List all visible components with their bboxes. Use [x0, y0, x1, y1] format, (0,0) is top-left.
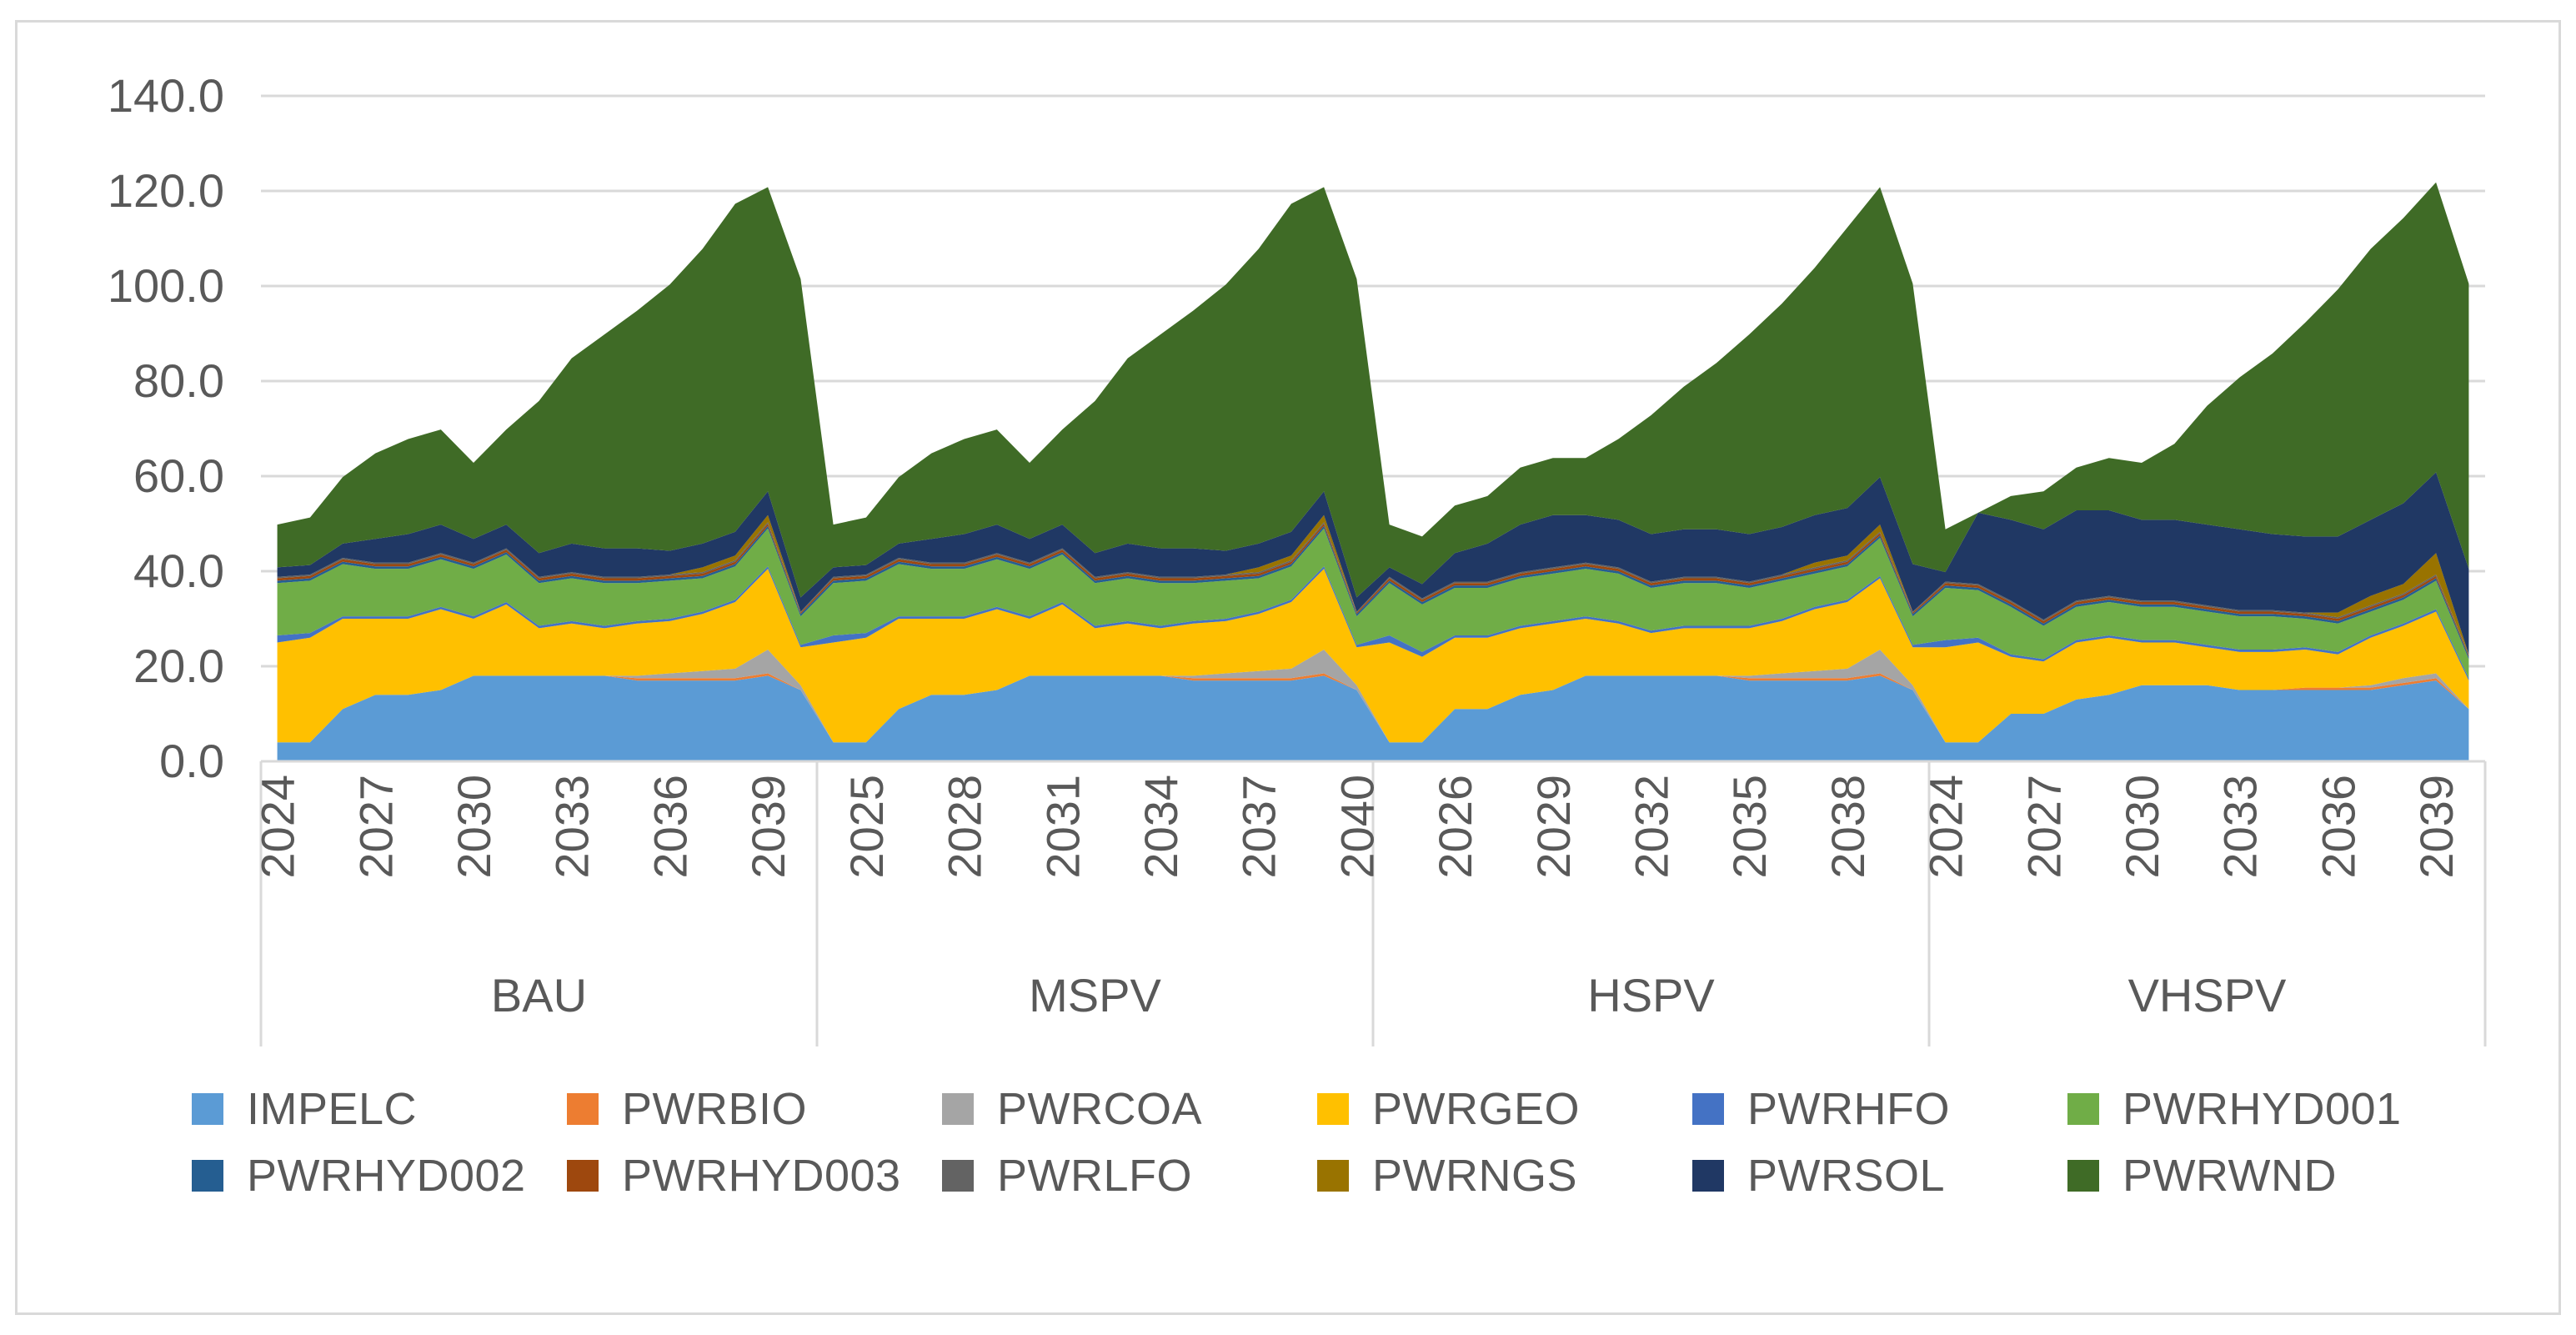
legend-swatch-pwrhyd003: [567, 1160, 599, 1192]
legend-item-pwrgeo: PWRGEO: [1317, 1083, 1692, 1135]
x-axis: BAU 2024 2027 2030 2033 2036 2039 MSPV 2025 2028 2…: [252, 760, 2487, 1046]
legend-label-pwrhyd003: PWRHYD003: [622, 1151, 901, 1201]
legend-item-pwrsol: PWRSOL: [1692, 1150, 2067, 1202]
x-tick-label: 2031: [1036, 775, 1089, 879]
x-tick-label: 2039: [2410, 775, 2463, 879]
x-tick-label: 2034: [1135, 775, 1187, 879]
x-tick-label: 2030: [448, 775, 500, 879]
legend-label-pwrngs: PWRNGS: [1372, 1151, 1577, 1201]
x-tick-label: 2040: [1331, 775, 1383, 879]
y-tick-label: 40.0: [133, 545, 224, 597]
legend-item-pwrlfo: PWRLFO: [942, 1150, 1317, 1202]
legend-swatch-pwrcoa: [942, 1093, 974, 1125]
legend-swatch-impelc: [192, 1093, 223, 1125]
legend-swatch-pwrgeo: [1317, 1093, 1349, 1125]
legend-label-pwrsol: PWRSOL: [1747, 1151, 1946, 1201]
chart-plot: 0.0 20.0 40.0 60.0 80.0 100.0 120.0 140.0 BAU 20…: [108, 69, 2487, 1046]
group-label-vhspv: VHSPV: [2128, 969, 2287, 1021]
x-tick-label: 2027: [349, 775, 402, 879]
x-tick-label: 2036: [644, 775, 696, 879]
group-label-bau: BAU: [491, 969, 587, 1021]
area-impelc: [277, 675, 2469, 761]
y-tick-label: 140.0: [108, 69, 224, 122]
area-pwrhyd001: [277, 528, 2469, 679]
legend-swatch-pwrlfo: [942, 1160, 974, 1192]
x-tick-label: 2033: [546, 775, 599, 879]
legend-row-2: PWRHYD002 PWRHYD003 PWRLFO PWRNGS PWRSOL…: [192, 1142, 2526, 1209]
legend-label-pwrhyd001: PWRHYD001: [2122, 1084, 2402, 1134]
x-tick-label: 2025: [840, 775, 893, 879]
x-tick-label: 2027: [2017, 775, 2070, 879]
x-tick-label: 2038: [1822, 775, 1874, 879]
chart-frame: 0.0 20.0 40.0 60.0 80.0 100.0 120.0 140.0 BAU 20…: [15, 20, 2561, 1315]
legend-item-pwrcoa: PWRCOA: [942, 1083, 1317, 1135]
x-tick-label: 2026: [1429, 775, 1481, 879]
legend-label-pwrcoa: PWRCOA: [997, 1084, 1202, 1134]
legend-swatch-pwrbio: [567, 1093, 599, 1125]
x-tick-label: 2033: [2214, 775, 2267, 879]
y-tick-label: 20.0: [133, 640, 224, 692]
legend-item-pwrhyd001: PWRHYD001: [2067, 1083, 2443, 1135]
x-tick-label: 2028: [939, 775, 991, 879]
legend-row-1: IMPELC PWRBIO PWRCOA PWRGEO PWRHFO PWRHY…: [192, 1076, 2526, 1142]
legend-item-pwrhfo: PWRHFO: [1692, 1083, 2067, 1135]
x-tick-label: 2030: [2116, 775, 2168, 879]
legend-item-pwrhyd002: PWRHYD002: [192, 1150, 567, 1202]
legend-item-pwrwnd: PWRWND: [2067, 1150, 2443, 1202]
x-tick-label: 2029: [1527, 775, 1580, 879]
x-tick-label: 2032: [1626, 775, 1678, 879]
legend-swatch-pwrhyd002: [192, 1160, 223, 1192]
legend-swatch-pwrhfo: [1692, 1093, 1724, 1125]
legend-item-pwrngs: PWRNGS: [1317, 1150, 1692, 1202]
legend-swatch-pwrhyd001: [2067, 1093, 2099, 1125]
legend-label-pwrlfo: PWRLFO: [997, 1151, 1193, 1201]
legend-item-pwrhyd003: PWRHYD003: [567, 1150, 942, 1202]
x-tick-label: 2024: [1920, 775, 1972, 879]
x-tick-label: 2035: [1723, 775, 1776, 879]
group-label-hspv: HSPV: [1587, 969, 1715, 1021]
area-pwrwnd: [277, 182, 2469, 598]
legend-item-pwrbio: PWRBIO: [567, 1083, 942, 1135]
y-tick-label: 60.0: [133, 449, 224, 502]
x-tick-label: 2039: [742, 775, 794, 879]
legend-swatch-pwrsol: [1692, 1160, 1724, 1192]
y-axis: 0.0 20.0 40.0 60.0 80.0 100.0 120.0 140.0: [108, 69, 224, 787]
legend-label-impelc: IMPELC: [247, 1084, 418, 1134]
legend-swatch-pwrngs: [1317, 1160, 1349, 1192]
x-tick-label: 2036: [2312, 775, 2364, 879]
y-tick-label: 80.0: [133, 354, 224, 407]
area-pwrgeo: [277, 569, 2469, 743]
x-tick-label: 2037: [1233, 775, 1285, 879]
legend-label-pwrhfo: PWRHFO: [1747, 1084, 1950, 1134]
legend-label-pwrwnd: PWRWND: [2122, 1151, 2337, 1201]
legend-label-pwrbio: PWRBIO: [622, 1084, 808, 1134]
legend-item-impelc: IMPELC: [192, 1083, 567, 1135]
legend-label-pwrgeo: PWRGEO: [1372, 1084, 1581, 1134]
y-tick-label: 100.0: [108, 259, 224, 312]
legend-label-pwrhyd002: PWRHYD002: [247, 1151, 526, 1201]
y-tick-label: 0.0: [159, 735, 224, 787]
area-pwrsol: [277, 472, 2469, 655]
x-tick-label: 2024: [252, 775, 304, 879]
y-tick-label: 120.0: [108, 164, 224, 217]
legend: IMPELC PWRBIO PWRCOA PWRGEO PWRHFO PWRHY…: [192, 1076, 2526, 1209]
group-label-mspv: MSPV: [1029, 969, 1161, 1021]
legend-swatch-pwrwnd: [2067, 1160, 2099, 1192]
area-series: [277, 182, 2469, 761]
